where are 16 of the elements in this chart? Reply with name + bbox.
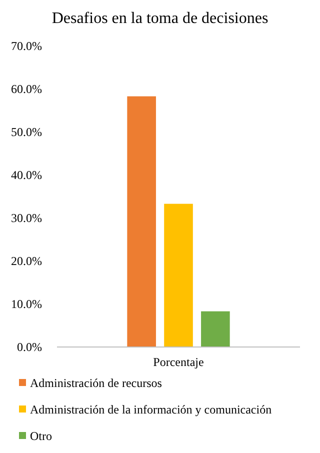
y-tick-label: 0.0% bbox=[17, 340, 42, 354]
bar bbox=[201, 311, 230, 347]
y-tick-label: 30.0% bbox=[11, 211, 42, 226]
x-tick-label: Porcentaje bbox=[153, 355, 204, 369]
y-tick-label: 40.0% bbox=[11, 168, 42, 182]
y-tick-label: 10.0% bbox=[11, 297, 42, 312]
legend-label: Administración de la información y comunicación bbox=[30, 402, 272, 417]
y-tick-label: 70.0% bbox=[11, 39, 42, 54]
legend-label: Otro bbox=[30, 429, 52, 444]
y-tick-label: 50.0% bbox=[11, 125, 42, 140]
legend-label: Administración de recursos bbox=[30, 376, 162, 390]
y-tick-label: 60.0% bbox=[11, 82, 42, 96]
y-tick-label: 20.0% bbox=[11, 254, 42, 268]
bar bbox=[127, 96, 156, 347]
chart-title: Desafios en la toma de decisiones bbox=[52, 10, 268, 27]
bar bbox=[164, 204, 193, 347]
